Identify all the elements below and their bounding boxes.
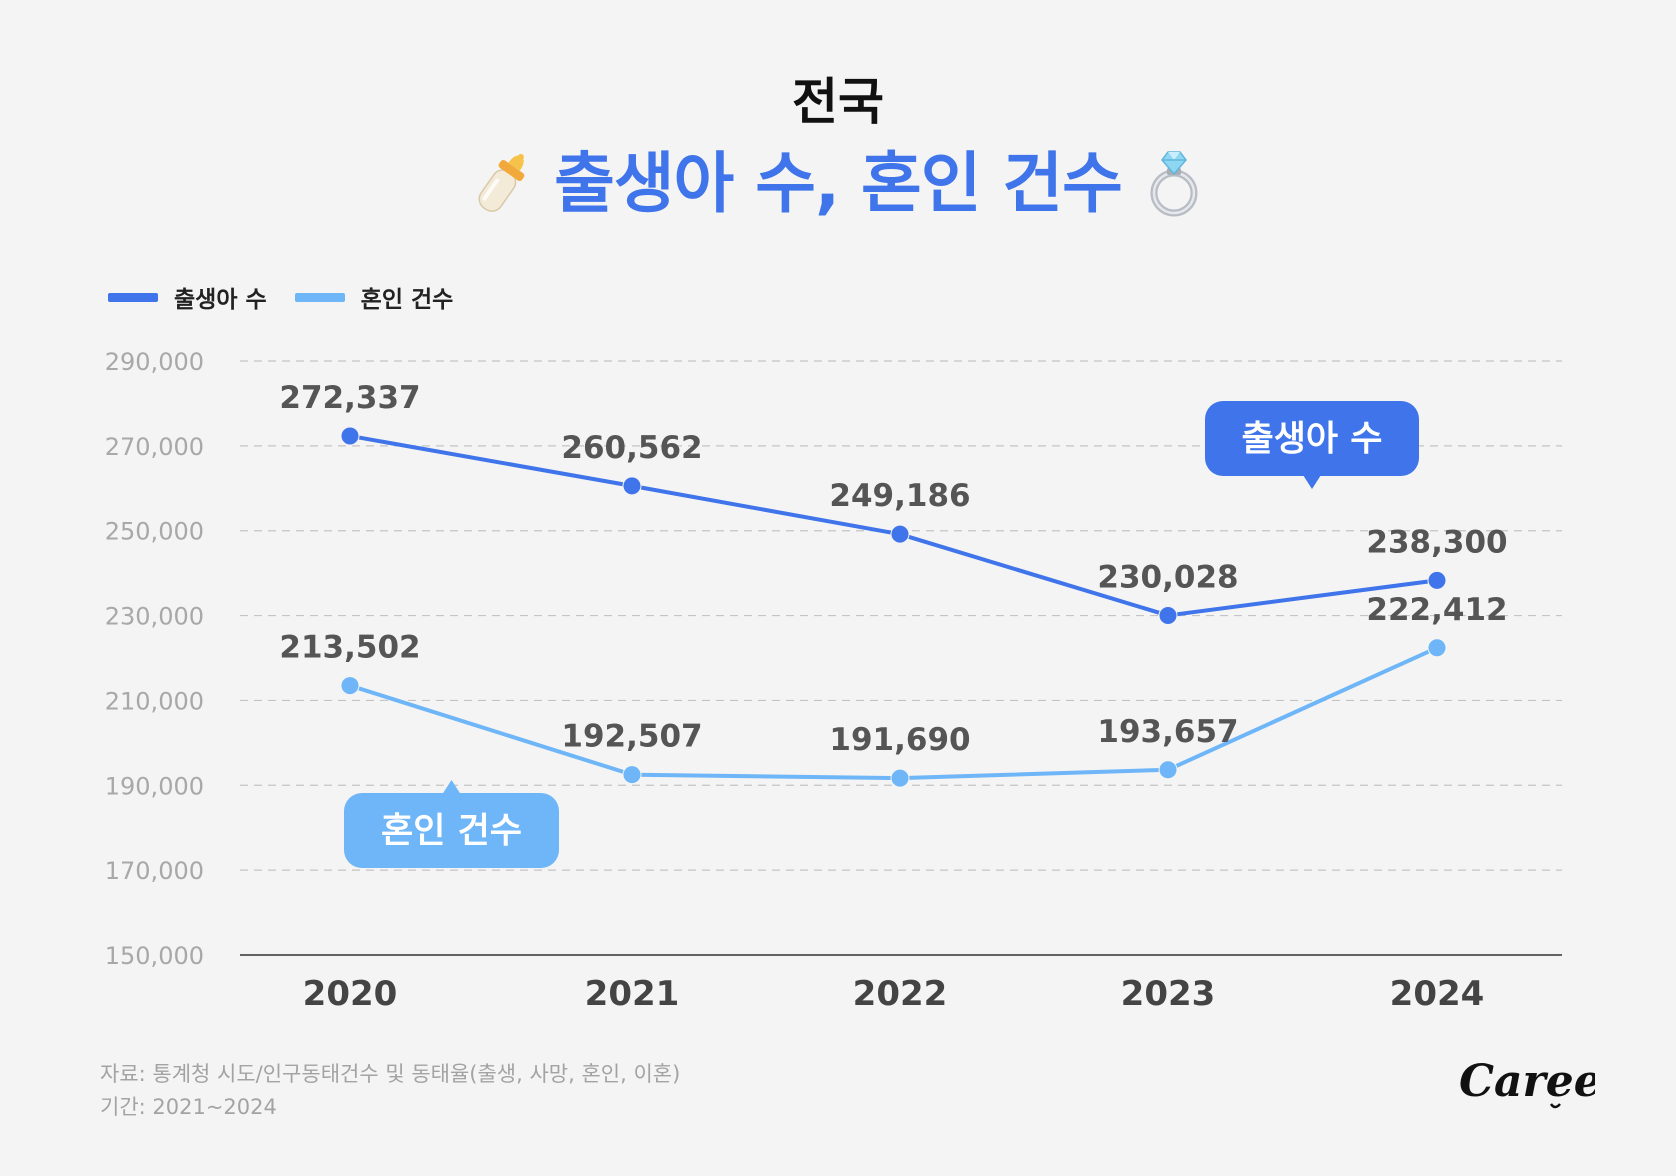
births-callout-label: 출생아 수: [1242, 420, 1383, 460]
births-data-label: 230,028: [1097, 559, 1238, 595]
marriages-callout-label: 혼인 건수: [381, 812, 522, 852]
legend-item-births: 출생아 수: [108, 280, 267, 314]
marriages-data-label: 193,657: [1097, 714, 1238, 750]
source-note: 자료: 통계청 시도/인구동태건수 및 동태율(출생, 사망, 혼인, 이혼) …: [100, 1058, 680, 1124]
legend-swatch-births: [108, 292, 158, 302]
y-tick-label: 250,000: [105, 518, 204, 546]
marriages-callout: 혼인 건수: [344, 780, 559, 868]
diamond-ring-icon: [1150, 151, 1198, 217]
y-tick-label: 230,000: [105, 603, 204, 631]
y-tick-label: 270,000: [105, 433, 204, 461]
births-data-label: 272,337: [279, 380, 420, 416]
births-data-point: [1427, 570, 1447, 590]
births-callout: 출생아 수: [1205, 401, 1419, 489]
births-data-label: 238,300: [1366, 524, 1507, 560]
births-data-point: [340, 426, 360, 446]
marriages-data-label: 222,412: [1366, 592, 1507, 628]
births-data-label: 249,186: [829, 478, 970, 514]
y-tick-label: 190,000: [105, 772, 204, 800]
births-callout-tail: [1303, 475, 1321, 489]
chart-title-block: 전국 출생아 수, 혼인 건수: [0, 70, 1676, 224]
legend-swatch-marriages: [294, 292, 345, 302]
marriages-data-point: [1427, 638, 1447, 658]
chart-supertitle: 전국: [792, 73, 884, 131]
marriages-data-point: [1158, 760, 1178, 780]
marriages-data-label: 192,507: [561, 719, 702, 755]
y-tick-label: 150,000: [105, 942, 204, 970]
source-text: 자료: 통계청 시도/인구동태건수 및 동태율(출생, 사망, 혼인, 이혼): [100, 1062, 681, 1086]
births-data-point: [890, 524, 910, 544]
legend-item-marriages: 혼인 건수: [294, 280, 454, 314]
x-tick-label: 2021: [585, 974, 680, 1014]
marriages-data-point: [340, 676, 360, 696]
births-callout-box: [1205, 401, 1419, 476]
baby-bottle-icon: [478, 153, 525, 212]
period-text: 기간: 2021~2024: [100, 1095, 277, 1119]
births-data-label: 260,562: [561, 430, 702, 466]
y-tick-label: 290,000: [105, 348, 204, 376]
chart-title-row: 출생아 수, 혼인 건수: [0, 144, 1676, 224]
x-tick-label: 2023: [1121, 974, 1216, 1014]
marriages-data-point: [890, 768, 910, 788]
x-tick-label: 2022: [853, 974, 948, 1014]
legend-label-marriages: 혼인 건수: [360, 287, 454, 313]
marriages-data-label: 213,502: [279, 630, 420, 666]
marriages-callout-tail: [442, 780, 461, 794]
chart-legend: 출생아 수 혼인 건수: [108, 280, 453, 314]
births-data-point: [622, 476, 642, 496]
x-tick-label: 2020: [303, 974, 398, 1014]
marriages-data-point: [622, 765, 642, 785]
y-tick-label: 210,000: [105, 687, 204, 715]
chart-title: 출생아 수, 혼인 건수: [554, 145, 1123, 222]
legend-label-births: 출생아 수: [174, 287, 267, 313]
marriages-data-label: 191,690: [829, 722, 970, 758]
y-tick-label: 170,000: [105, 857, 204, 885]
logo-text: Careet: [1459, 1056, 1595, 1107]
marriages-callout-box: [344, 793, 559, 868]
x-tick-label: 2024: [1390, 974, 1485, 1014]
births-data-point: [1158, 605, 1178, 625]
careet-logo: Careet: [1459, 1056, 1595, 1109]
marriages-series-line: [349, 645, 1438, 781]
